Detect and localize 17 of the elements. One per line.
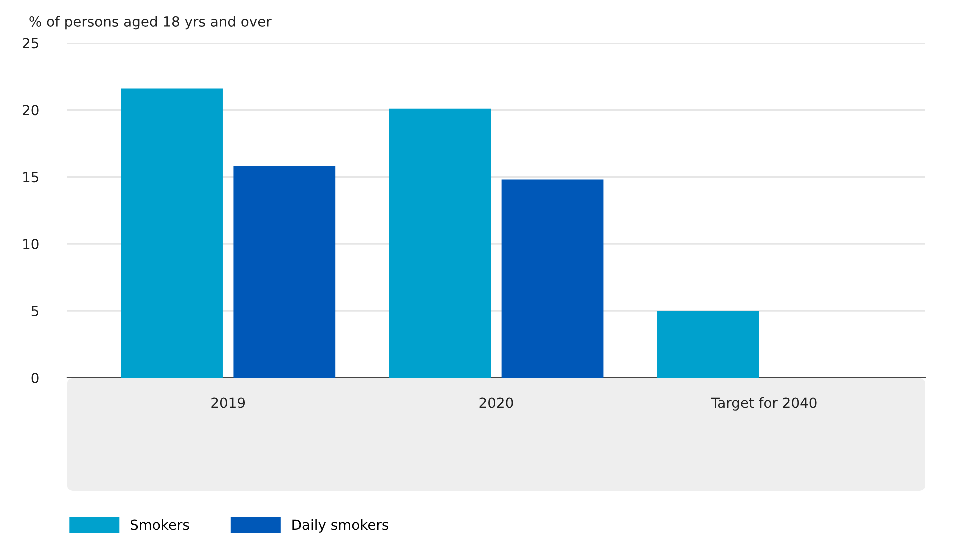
y-tick-label: 25 xyxy=(23,38,38,49)
y-tick-label: 20 xyxy=(23,105,39,116)
x-tick-label: Target for 2040 xyxy=(711,397,817,411)
y-tick-label: 0 xyxy=(32,372,39,384)
bar xyxy=(234,166,336,378)
bar xyxy=(502,180,604,378)
x-tick-label: 2020 xyxy=(480,398,514,408)
legend-label: Daily smokers xyxy=(292,519,388,533)
y-tick-label: 10 xyxy=(24,239,39,250)
bar xyxy=(657,311,760,378)
y-tick-label: 15 xyxy=(24,172,38,183)
legend-label: Smokers xyxy=(130,519,190,530)
y-tick-label: 5 xyxy=(32,306,38,317)
x-tick-label: 2019 xyxy=(212,398,246,408)
bar xyxy=(389,108,492,378)
bar xyxy=(121,88,223,378)
y-axis-title: % of persons aged 18 yrs and over xyxy=(30,16,272,30)
